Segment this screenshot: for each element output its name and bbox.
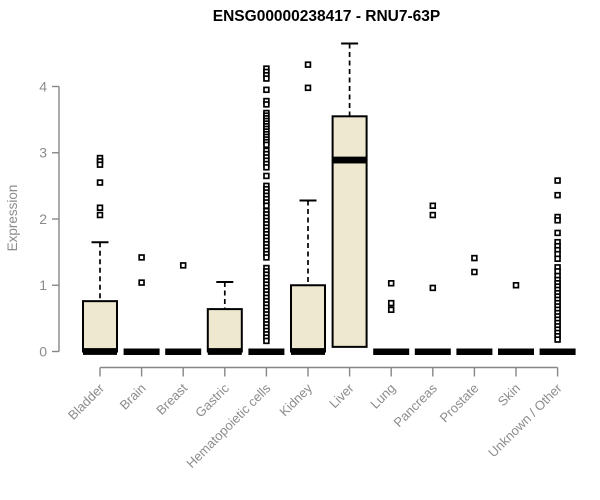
outlier-point [304, 84, 312, 92]
x-tick-label: Unknown / Other [485, 380, 565, 460]
box-lung [373, 280, 410, 355]
box-hematopoietic-cells [248, 65, 285, 355]
y-tick-label: 0 [39, 343, 47, 359]
outlier-point [179, 262, 187, 269]
y-tick-label: 4 [39, 78, 47, 94]
outlier-point [263, 86, 270, 94]
x-tick-label: Skin [495, 381, 523, 409]
x-tick-label: Brain [117, 381, 149, 413]
collapsed-box-bar [498, 348, 534, 355]
outlier-point [263, 254, 270, 261]
collapsed-box-bar [123, 348, 160, 355]
box-skin [498, 282, 534, 355]
median-line [332, 156, 367, 164]
outlier-point [554, 217, 561, 224]
chart-title: ENSG00000238417 - RNU7-63P [212, 8, 441, 25]
outlier-point [387, 306, 395, 314]
outlier-point [138, 254, 145, 261]
outlier-point [554, 191, 561, 199]
collapsed-box-bar [248, 348, 285, 355]
x-tick-label: Kidney [276, 380, 315, 419]
box-kidney [290, 61, 326, 355]
box-rect [82, 300, 118, 353]
y-tick-label: 2 [39, 211, 47, 227]
collapsed-box-bar [539, 348, 576, 355]
collapsed-box-bar [373, 348, 410, 355]
outlier-point [96, 161, 104, 168]
outlier-point [263, 101, 270, 108]
x-tick-label: Lung [367, 381, 398, 412]
outlier-point [429, 284, 437, 292]
outlier-point [263, 202, 270, 210]
outlier-point [387, 299, 395, 307]
outlier-point [429, 202, 437, 210]
outlier-point [96, 211, 104, 219]
outlier-point [138, 279, 145, 286]
box-unknown-other [539, 177, 576, 355]
collapsed-box-bar [414, 348, 451, 355]
outlier-point [554, 255, 561, 263]
box-rect [290, 284, 326, 353]
x-tick-label: Bladder [65, 380, 108, 423]
outlier-point [263, 141, 270, 149]
outlier-point [263, 164, 270, 171]
box-liver [331, 42, 368, 348]
outlier-point [304, 61, 312, 68]
median-line [83, 348, 117, 355]
y-tick-label: 1 [39, 277, 47, 293]
box-bladder [82, 154, 118, 355]
box-prostate [456, 254, 493, 355]
outlier-point [263, 75, 270, 82]
outlier-point [512, 282, 520, 289]
outlier-point [96, 204, 104, 211]
x-tick-label: Pancreas [390, 380, 440, 430]
outlier-point [554, 336, 561, 343]
box-breast [165, 262, 202, 355]
y-axis: 0 1 2 3 4 [39, 78, 60, 359]
outlier-point [471, 268, 478, 276]
outlier-point [554, 229, 561, 237]
median-line [207, 348, 242, 355]
outlier-point [429, 211, 437, 219]
x-tick-label: Prostate [437, 381, 482, 426]
box-rect [331, 115, 368, 348]
box-gastric [206, 280, 243, 355]
y-tick-label: 3 [39, 145, 47, 161]
box-rect [206, 308, 243, 353]
outlier-point [554, 177, 561, 184]
collapsed-box-bar [165, 348, 202, 355]
x-tick-label: Breast [153, 380, 190, 417]
outlier-point [96, 179, 104, 186]
outlier-point [471, 254, 478, 262]
box-brain [123, 254, 160, 355]
outlier-point [263, 337, 270, 345]
x-tick-label: Gastric [192, 380, 232, 420]
outlier-point [263, 172, 270, 180]
collapsed-box-bar [456, 348, 493, 355]
median-line [291, 348, 325, 355]
outlier-point [387, 280, 395, 287]
box-pancreas [414, 202, 451, 355]
x-tick-label: Liver [326, 380, 357, 411]
